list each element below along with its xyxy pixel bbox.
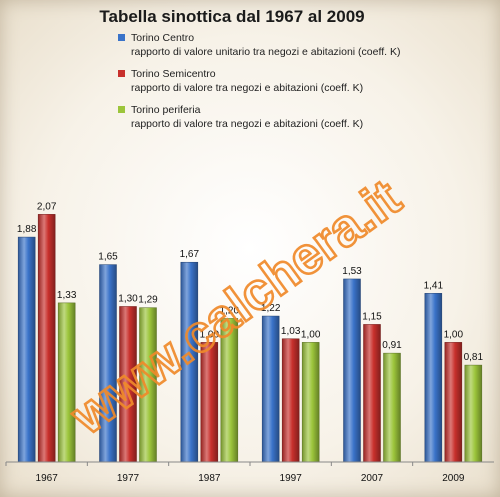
value-label-1997-series-2: 1,00 [301, 329, 321, 340]
bar-1997-series-2 [301, 342, 320, 463]
value-label-1997-series-0: 1,22 [261, 303, 281, 314]
value-label-2007-series-0: 1,53 [342, 266, 362, 277]
value-label-1977-series-2: 1,29 [138, 295, 158, 306]
legend-swatch-1 [118, 70, 125, 77]
value-label-1967-series-0: 1,88 [17, 224, 37, 235]
value-label-1977-series-1: 1,30 [118, 293, 138, 304]
bar-2007-series-0 [343, 278, 361, 463]
x-tick-label-2007: 2007 [361, 473, 384, 484]
bar-1967-series-0 [17, 236, 36, 463]
legend-swatch-0 [118, 34, 125, 41]
legend-label-1: Torino Semicentro [131, 68, 216, 80]
bar-2009-series-0 [424, 293, 443, 463]
x-axis: 1967 1977 1987 1997 2007 2009 [5, 461, 494, 484]
x-tick-label-1967: 1967 [36, 473, 59, 484]
bar-1997-series-1 [281, 338, 300, 463]
bar-1967-series-2 [57, 302, 76, 463]
bar-1967-series-1 [37, 214, 56, 463]
x-tick-label-1977: 1977 [117, 473, 140, 484]
value-label-1967-series-2: 1,33 [57, 290, 77, 301]
value-label-2007-series-1: 1,15 [362, 311, 382, 322]
legend-sublabel-0: rapporto di valore unitario tra negozi e… [131, 46, 400, 58]
bar-1997-series-0 [261, 315, 280, 463]
value-label-1997-series-1: 1,03 [281, 326, 301, 337]
bar-2009-series-1 [444, 342, 463, 463]
legend-swatch-2 [118, 106, 125, 113]
value-label-1977-series-0: 1,65 [98, 252, 118, 263]
value-label-2009-series-1: 1,00 [444, 329, 464, 340]
bars-group: 1,88 2,07 1,33 1,65 1,30 1,29 1,67 1,00 1,20 1,22… [17, 201, 484, 463]
x-tick-label-1997: 1997 [280, 473, 303, 484]
value-label-1987-series-2: 1,20 [220, 305, 240, 316]
bar-2007-series-1 [363, 324, 381, 463]
value-label-2007-series-2: 0,91 [382, 340, 402, 351]
bar-2007-series-2 [383, 352, 401, 463]
value-label-1967-series-1: 2,07 [37, 201, 57, 212]
legend-sublabel-2: rapporto di valore tra negozi e abitazio… [131, 118, 363, 130]
chart-title: Tabella sinottica dal 1967 al 2009 [99, 7, 364, 26]
value-label-2009-series-0: 1,41 [424, 280, 444, 291]
legend-sublabel-1: rapporto di valore tra negozi e abitazio… [131, 82, 363, 94]
x-tick-label-2009: 2009 [442, 473, 465, 484]
legend: Torino Centro rapporto di valore unitario… [118, 32, 400, 130]
legend-label-2: Torino periferia [131, 104, 201, 116]
bar-2009-series-2 [464, 364, 483, 463]
legend-label-0: Torino Centro [131, 32, 194, 44]
value-label-1987-series-0: 1,67 [180, 249, 200, 260]
value-label-2009-series-2: 0,81 [464, 352, 484, 363]
value-label-1987-series-1: 1,00 [200, 329, 220, 340]
x-tick-label-1987: 1987 [198, 473, 221, 484]
